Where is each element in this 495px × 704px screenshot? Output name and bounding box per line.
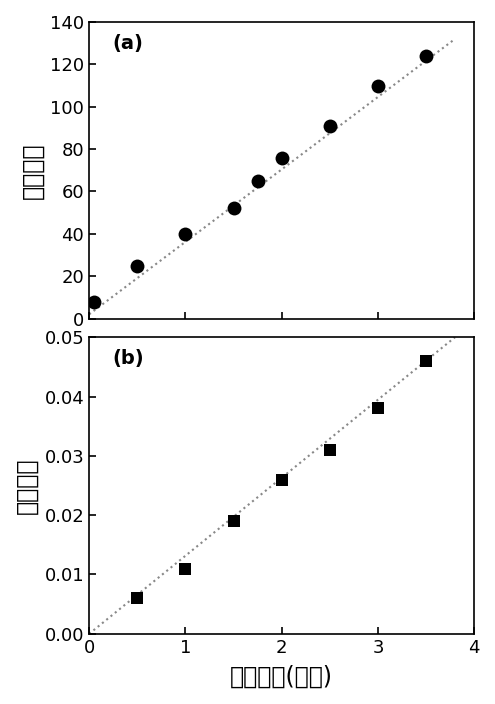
Point <box>374 80 382 92</box>
Point <box>230 203 238 214</box>
Point <box>133 593 141 604</box>
Point <box>422 356 430 367</box>
Point <box>374 403 382 414</box>
Point <box>253 175 261 187</box>
Y-axis label: 紫外吸收: 紫外吸收 <box>15 458 39 514</box>
Point <box>326 120 334 132</box>
Point <box>133 260 141 271</box>
Point <box>182 563 190 574</box>
Text: (b): (b) <box>112 349 144 368</box>
Point <box>182 228 190 239</box>
Y-axis label: 荧光强度: 荧光强度 <box>21 142 45 199</box>
Point <box>230 515 238 527</box>
Point <box>422 50 430 61</box>
Text: (a): (a) <box>112 34 143 53</box>
X-axis label: 辐射时间(小时): 辐射时间(小时) <box>230 665 333 689</box>
Point <box>278 474 286 485</box>
Point <box>278 152 286 163</box>
Point <box>326 444 334 455</box>
Point <box>90 296 98 307</box>
